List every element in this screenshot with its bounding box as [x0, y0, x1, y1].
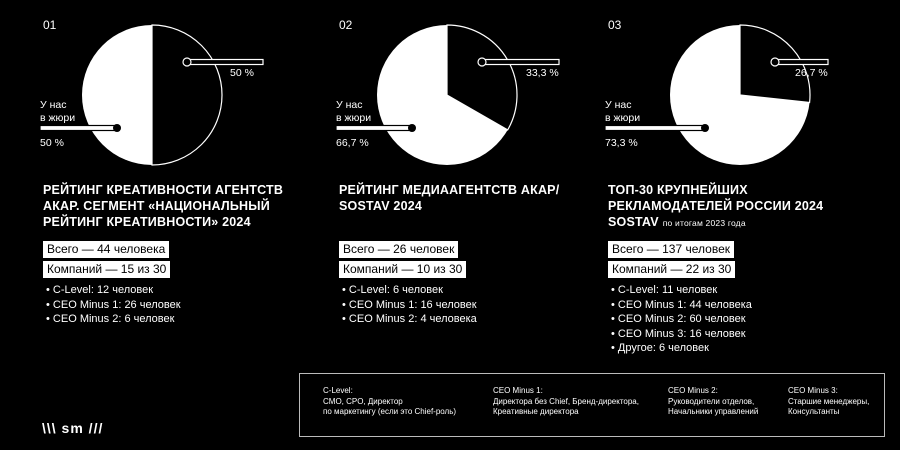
pie-charts: [39, 24, 829, 166]
legend-line: Директора без Chief, Бренд-директора,: [493, 396, 639, 406]
logo: \\\ sm ///: [42, 420, 104, 436]
legend-line: Начальники управлений: [668, 407, 759, 416]
leader-dot-left: [408, 124, 416, 132]
breakdown-item: Другое: 6 человек: [611, 341, 752, 356]
jury-label-line: У нас: [40, 99, 67, 111]
legend-c-level: C-Level: CMO, CPO, Директор по маркетингу …: [323, 386, 456, 418]
companies-badge: Компаний — 15 из 30: [43, 261, 171, 278]
legend-box: C-Level: CMO, CPO, Директор по маркетингу …: [299, 373, 885, 437]
title-text: РЕЙТИНГ КРЕАТИВНОСТИ АГЕНТСТВ АКАР. СЕГМ…: [43, 183, 284, 229]
value-label-jury: 50 %: [40, 137, 64, 149]
jury-label-line: в жюри: [336, 112, 372, 124]
title-text: ТОП-30 КРУПНЕЙШИХ РЕКЛАМОДАТЕЛЕЙ РОССИИ …: [608, 183, 824, 229]
companies-badge: Компаний — 10 из 30: [339, 261, 467, 278]
jury-label-line: У нас: [336, 99, 363, 111]
leader-dot-left: [701, 124, 709, 132]
breakdown-item: CEO Minus 2: 60 человек: [611, 312, 752, 327]
value-label-jury: 73,3 %: [605, 137, 638, 149]
leader-bar-right: [481, 58, 560, 66]
legend-line: CMO, CPO, Директор: [323, 396, 403, 406]
legend-title: C-Level:: [323, 386, 353, 395]
legend-line: Руководители отделов,: [668, 396, 755, 406]
chart-number: 03: [608, 18, 622, 32]
value-label-jury: 66,7 %: [336, 137, 369, 149]
legend-line: Старшие менеджеры,: [788, 396, 870, 406]
leader-bar-left: [39, 124, 118, 132]
leader-bar-right: [774, 58, 829, 66]
total-badge: Всего — 44 человека: [43, 241, 170, 258]
chart-number: 01: [43, 18, 57, 32]
breakdown-item: C-Level: 12 человек: [46, 283, 181, 298]
title-subtitle: по итогам 2023 года: [662, 218, 746, 228]
breakdown-item: C-Level: 6 человек: [342, 283, 477, 298]
legend-ceo-minus-3: CEO Minus 3: Старшие менеджеры, Консультан…: [788, 386, 869, 418]
legend-line: Креативные директора: [493, 407, 579, 416]
jury-label: У нас в жюри: [336, 99, 371, 125]
breakdown-item: CEO Minus 1: 44 человека: [611, 298, 752, 313]
legend-title: CEO Minus 2:: [668, 386, 718, 395]
leader-dot-right: [477, 57, 487, 67]
value-label-other: 50 %: [230, 67, 254, 79]
legend-line: по маркетингу (если это Chief-роль): [323, 407, 457, 416]
total-badge: Всего — 137 человек: [608, 241, 734, 258]
breakdown-list: C-Level: 11 человекCEO Minus 1: 44 челов…: [611, 283, 752, 356]
jury-label-line: У нас: [605, 99, 632, 111]
value-label-other: 33,3 %: [526, 67, 559, 79]
leader-dot-right: [182, 57, 192, 67]
pie-slice-other: [151, 24, 223, 166]
jury-label: У нас в жюри: [605, 99, 640, 125]
chart-title: РЕЙТИНГ МЕДИААГЕНТСТВ АКАР/ SOSTAV 2024: [339, 182, 599, 214]
chart-title: РЕЙТИНГ КРЕАТИВНОСТИ АГЕНТСТВ АКАР. СЕГМ…: [43, 182, 303, 230]
jury-label-line: в жюри: [605, 112, 641, 124]
chart-number: 02: [339, 18, 353, 32]
chart-title: ТОП-30 КРУПНЕЙШИХ РЕКЛАМОДАТЕЛЕЙ РОССИИ …: [608, 182, 868, 231]
breakdown-list: C-Level: 12 человекCEO Minus 1: 26 челов…: [46, 283, 181, 327]
leader-dot-left: [113, 124, 121, 132]
breakdown-item: CEO Minus 1: 16 человек: [342, 298, 477, 313]
breakdown-item: CEO Minus 1: 26 человек: [46, 298, 181, 313]
breakdown-item: CEO Minus 2: 6 человек: [46, 312, 181, 327]
legend-line: Консультанты: [788, 407, 840, 416]
value-label-other: 26,7 %: [795, 67, 828, 79]
jury-label: У нас в жюри: [40, 99, 75, 125]
legend-ceo-minus-1: CEO Minus 1: Директора без Chief, Бренд-д…: [493, 386, 639, 418]
companies-badge: Компаний — 22 из 30: [608, 261, 736, 278]
leader-bar-left: [335, 124, 413, 132]
breakdown-item: CEO Minus 3: 16 человек: [611, 327, 752, 342]
breakdown-item: CEO Minus 2: 4 человека: [342, 312, 477, 327]
leader-bar-left: [604, 124, 706, 132]
leader-bar-right: [186, 58, 264, 66]
leader-dot-right: [770, 57, 780, 67]
legend-title: CEO Minus 1:: [493, 386, 543, 395]
total-badge: Всего — 26 человек: [339, 241, 459, 258]
breakdown-list: C-Level: 6 человекCEO Minus 1: 16 челове…: [342, 283, 477, 327]
title-text: РЕЙТИНГ МЕДИААГЕНТСТВ АКАР/ SOSTAV 2024: [339, 183, 560, 213]
jury-label-line: в жюри: [40, 112, 76, 124]
breakdown-item: C-Level: 11 человек: [611, 283, 752, 298]
legend-ceo-minus-2: CEO Minus 2: Руководители отделов, Начальн…: [668, 386, 758, 418]
legend-title: CEO Minus 3:: [788, 386, 838, 395]
